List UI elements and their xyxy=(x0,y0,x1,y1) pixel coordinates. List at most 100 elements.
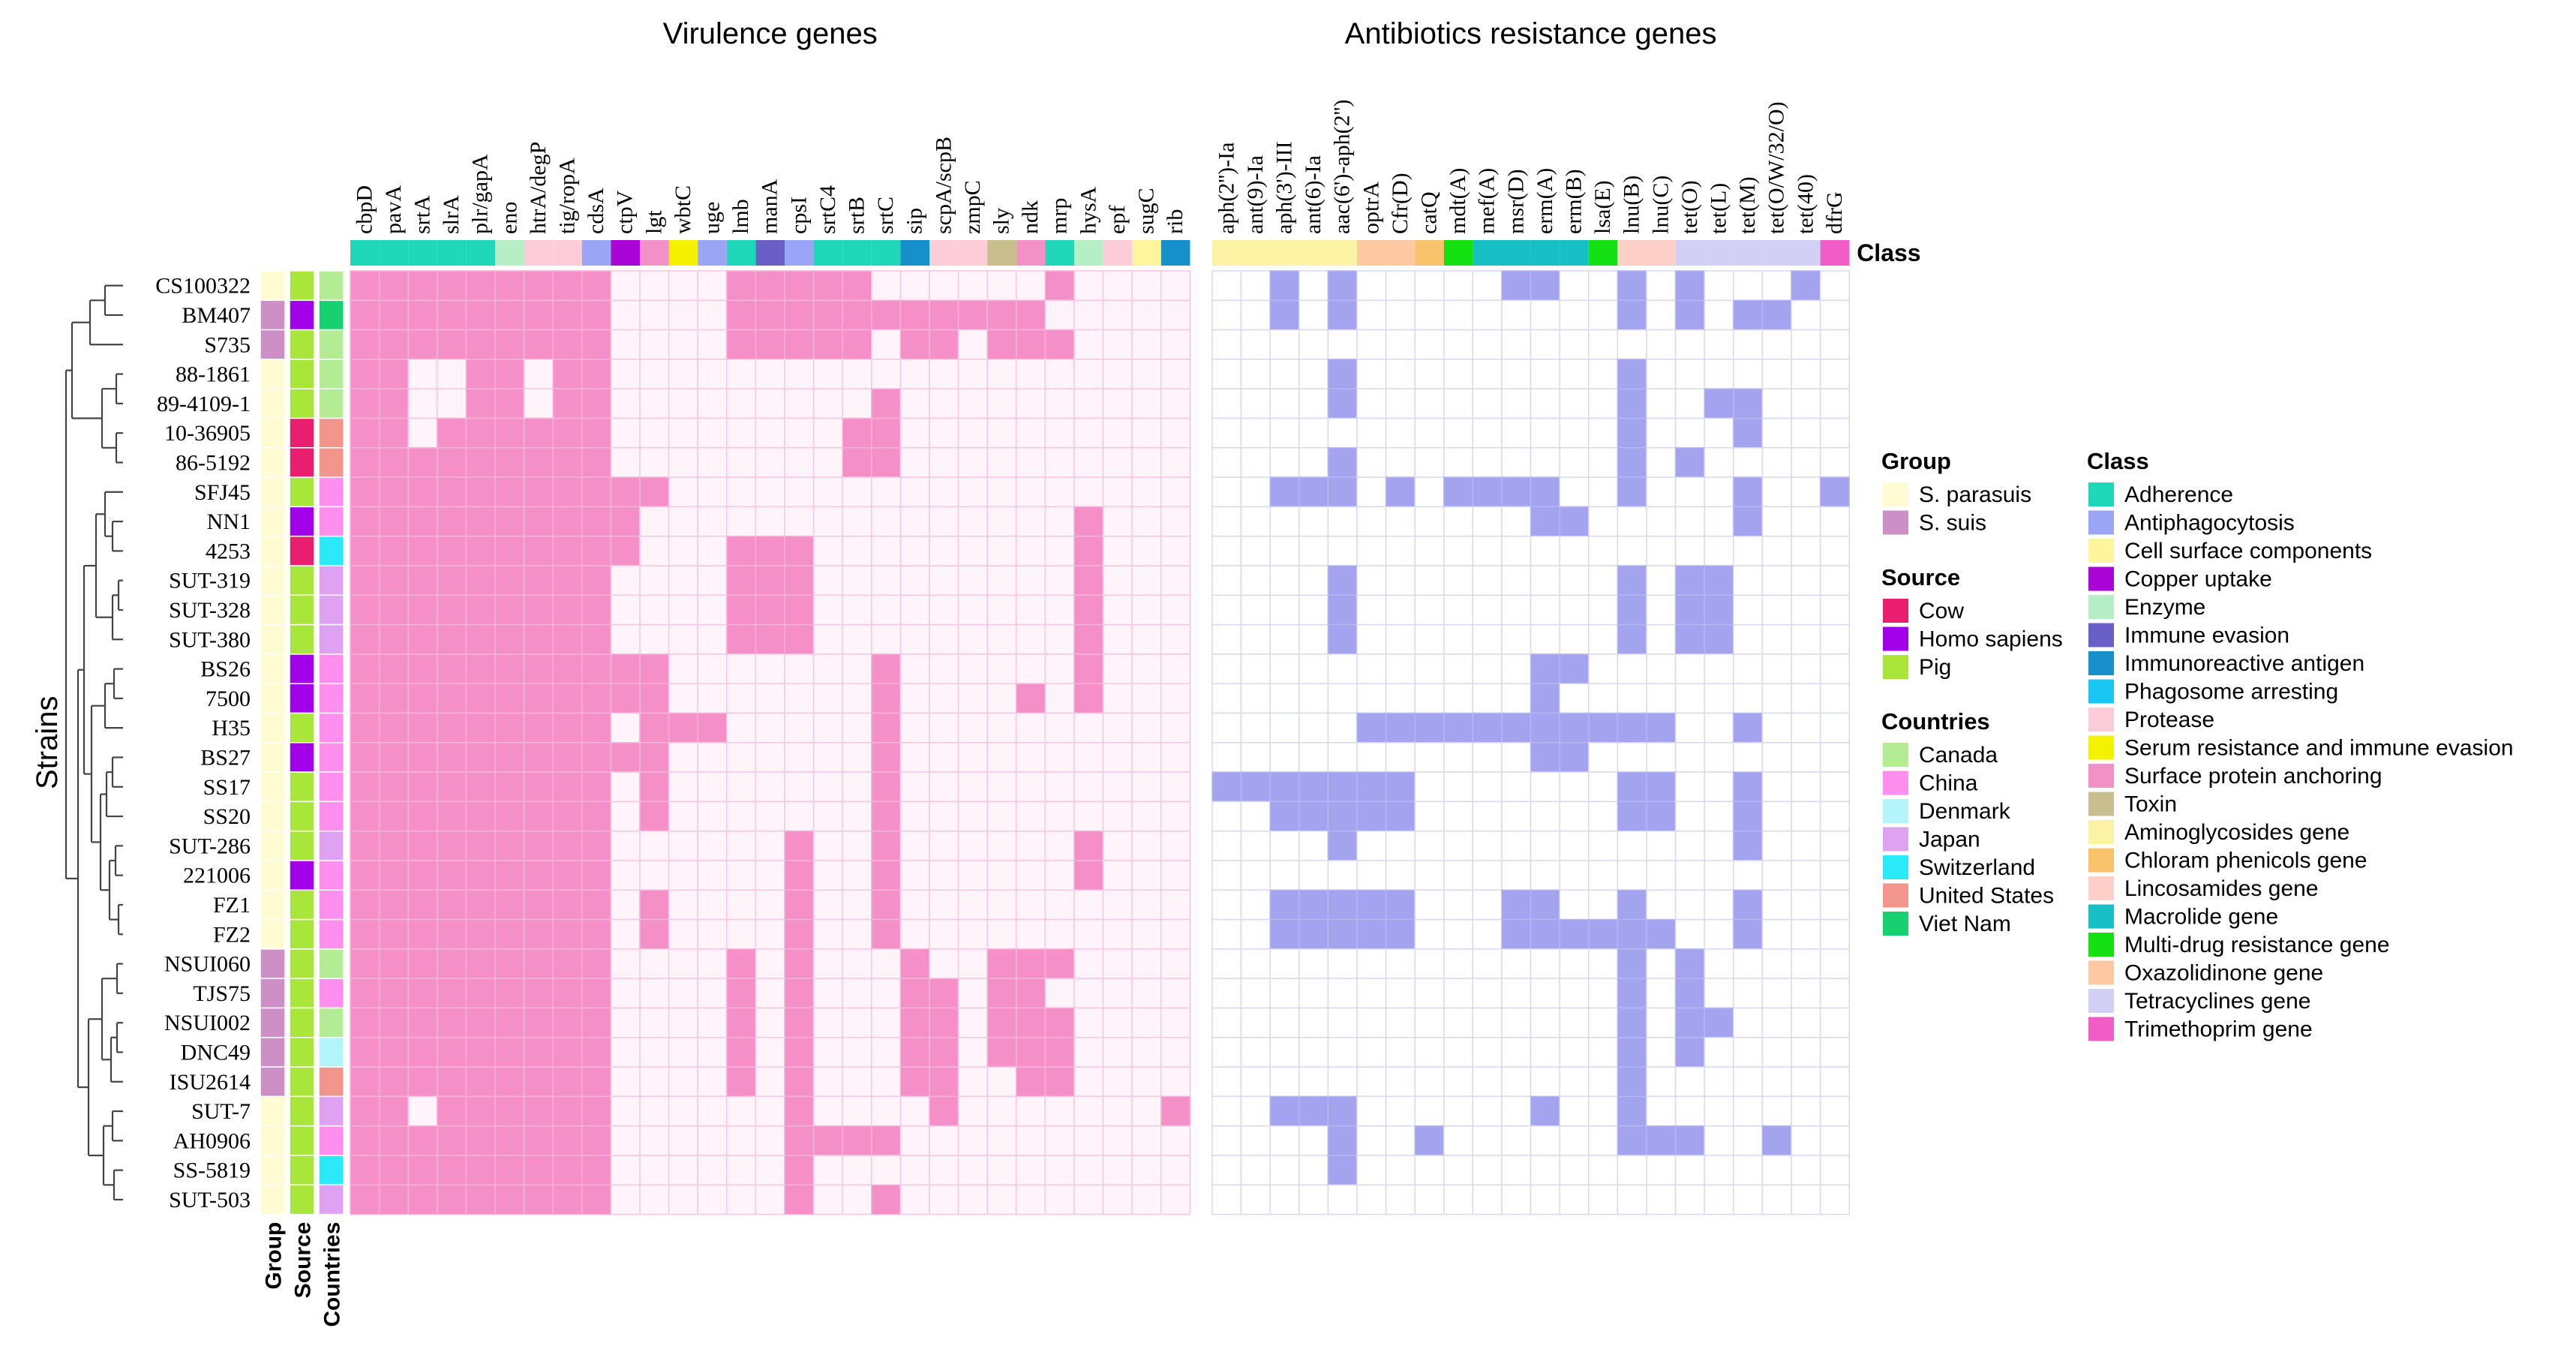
virulence-cell xyxy=(378,594,409,626)
countries-cell xyxy=(318,329,344,360)
resistance-cell xyxy=(1443,1155,1474,1186)
resistance-cell xyxy=(1588,476,1619,508)
resistance-cell xyxy=(1674,712,1705,744)
virulence-cell xyxy=(812,447,843,478)
virulence-cell xyxy=(899,594,930,626)
virulence-cell xyxy=(697,918,728,950)
virulence-cell xyxy=(871,359,902,389)
virulence-cell xyxy=(957,1066,988,1098)
virulence-cell xyxy=(523,1095,554,1127)
virulence-gene-label: lmb xyxy=(728,199,753,234)
resistance-cell xyxy=(1617,623,1647,655)
virulence-cell xyxy=(494,447,525,478)
countries-legend-label: Denmark xyxy=(1919,799,2011,824)
virulence-cell xyxy=(639,771,670,803)
virulence-cell xyxy=(957,830,988,861)
resistance-cell xyxy=(1356,1125,1387,1156)
virulence-cell xyxy=(697,535,728,566)
virulence-cell xyxy=(581,1155,612,1186)
resistance-cell xyxy=(1819,447,1850,478)
virulence-cell xyxy=(610,801,641,832)
virulence-cell xyxy=(871,830,902,861)
resistance-cell xyxy=(1704,506,1734,537)
virulence-cell xyxy=(437,1037,467,1068)
virulence-cell xyxy=(842,1095,872,1127)
resistance-cell xyxy=(1733,594,1764,626)
virulence-cell xyxy=(986,1125,1017,1156)
virulence-cell xyxy=(1073,476,1104,508)
resistance-cell xyxy=(1385,299,1416,331)
virulence-cell xyxy=(494,299,525,331)
resistance-cell xyxy=(1501,830,1532,861)
virulence-cell xyxy=(755,535,785,566)
virulence-cell xyxy=(957,889,988,921)
resistance-cell xyxy=(1559,830,1590,861)
resistance-cell xyxy=(1617,359,1647,389)
virulence-cell xyxy=(437,565,467,596)
virulence-cell xyxy=(986,535,1017,566)
virulence-cell xyxy=(465,771,496,803)
virulence-cell xyxy=(842,270,872,302)
resistance-cell xyxy=(1327,801,1358,832)
resistance-cell xyxy=(1269,447,1300,478)
resistance-cell xyxy=(1414,801,1445,832)
strain-label: ISU2614 xyxy=(170,1070,251,1095)
class-bar-virulence xyxy=(668,240,698,266)
virulence-cell xyxy=(378,417,409,449)
virulence-cell xyxy=(1102,417,1133,449)
virulence-cell xyxy=(1044,270,1075,302)
virulence-cell xyxy=(407,1037,438,1068)
virulence-cell xyxy=(494,683,525,714)
virulence-cell xyxy=(986,1037,1017,1068)
resistance-cell xyxy=(1443,506,1474,537)
virulence-cell xyxy=(929,771,959,803)
virulence-cell xyxy=(842,653,872,684)
virulence-cell xyxy=(465,801,496,832)
resistance-cell xyxy=(1530,1037,1560,1068)
virulence-cell xyxy=(639,359,670,389)
resistance-cell xyxy=(1240,801,1271,832)
virulence-cell xyxy=(986,359,1017,389)
virulence-cell xyxy=(639,1037,670,1068)
virulence-cell xyxy=(1073,1007,1104,1038)
virulence-cell xyxy=(610,447,641,478)
class-legend-swatch xyxy=(2088,764,2114,788)
resistance-cell xyxy=(1501,535,1532,566)
resistance-cell xyxy=(1617,712,1647,744)
resistance-cell xyxy=(1819,712,1850,744)
resistance-cell xyxy=(1501,1037,1532,1068)
resistance-cell xyxy=(1559,270,1590,302)
virulence-cell xyxy=(957,447,988,478)
class-legend-label: Copper uptake xyxy=(2124,567,2272,592)
class-bar-virulence xyxy=(524,240,554,266)
virulence-cell xyxy=(581,948,612,979)
source-cell xyxy=(289,447,315,478)
class-bar-virulence xyxy=(987,240,1016,266)
resistance-cell xyxy=(1414,388,1445,419)
virulence-cell xyxy=(871,594,902,626)
resistance-cell xyxy=(1819,978,1850,1009)
countries-cell xyxy=(318,771,344,803)
virulence-cell xyxy=(437,447,467,478)
resistance-cell xyxy=(1617,1066,1647,1098)
class-bar-resistance xyxy=(1733,240,1763,266)
virulence-cell xyxy=(552,948,583,979)
resistance-cell xyxy=(1646,978,1677,1009)
virulence-cell xyxy=(755,683,785,714)
resistance-cell xyxy=(1761,742,1792,773)
resistance-cell xyxy=(1530,653,1560,684)
virulence-cell xyxy=(929,417,959,449)
resistance-cell xyxy=(1791,830,1821,861)
virulence-cell xyxy=(784,506,815,537)
virulence-cell xyxy=(668,1184,698,1215)
annotation-label: Group xyxy=(262,1222,287,1290)
virulence-cell xyxy=(1131,712,1162,744)
virulence-cell xyxy=(842,742,872,773)
virulence-cell xyxy=(986,948,1017,979)
virulence-cell xyxy=(437,978,467,1009)
class-legend-swatch xyxy=(2088,595,2114,619)
resistance-cell xyxy=(1674,742,1705,773)
virulence-cell xyxy=(871,712,902,744)
virulence-cell xyxy=(929,594,959,626)
virulence-cell xyxy=(1160,565,1191,596)
